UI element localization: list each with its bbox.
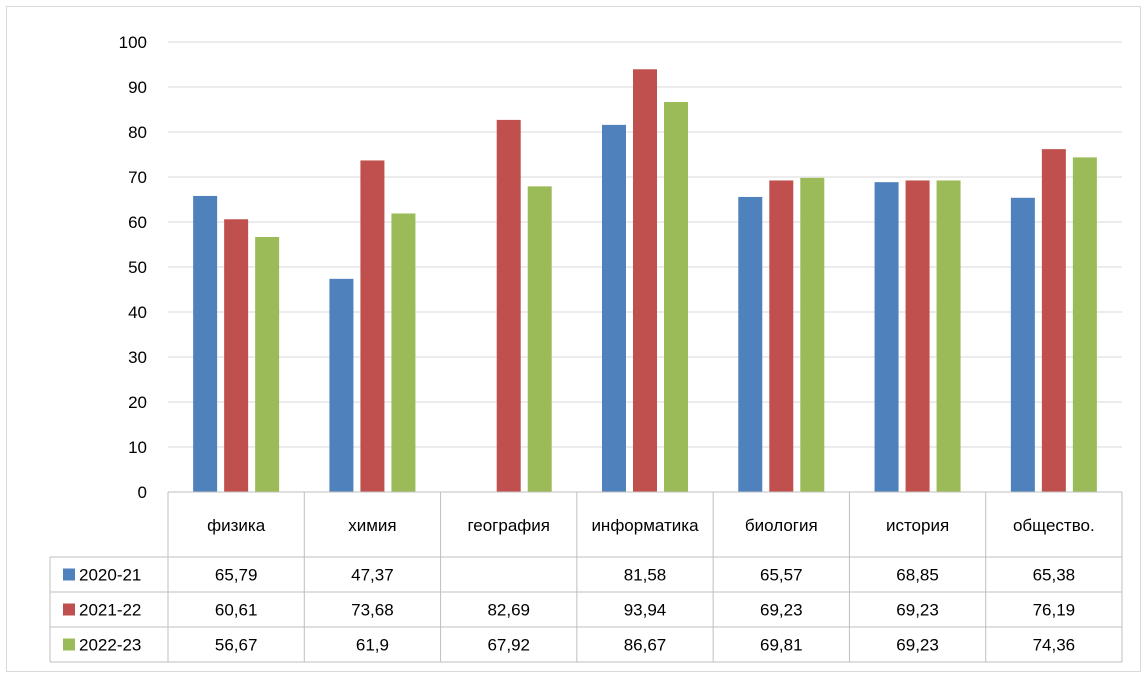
data-cell: 65,38 bbox=[1033, 566, 1076, 585]
bar bbox=[602, 124, 626, 492]
bar bbox=[664, 101, 688, 493]
category-label: общество. bbox=[1013, 516, 1095, 535]
legend-label: 2022-23 bbox=[79, 636, 141, 655]
data-cell: 56,67 bbox=[215, 636, 258, 655]
data-cell: 67,92 bbox=[487, 636, 530, 655]
legend-key bbox=[63, 603, 75, 616]
legend-label: 2021-22 bbox=[79, 601, 141, 620]
data-cell: 47,37 bbox=[351, 566, 394, 585]
bar bbox=[738, 196, 763, 492]
bar bbox=[391, 213, 416, 492]
y-tick-label: 10 bbox=[128, 438, 147, 457]
bar bbox=[329, 278, 354, 492]
category-label: история bbox=[886, 516, 949, 535]
data-cell: 68,85 bbox=[896, 566, 939, 585]
category-label: биология bbox=[745, 516, 818, 535]
data-cell: 61,9 bbox=[356, 636, 389, 655]
bar bbox=[1041, 149, 1066, 492]
bar bbox=[193, 195, 218, 492]
data-cell: 82,69 bbox=[487, 601, 530, 620]
data-cell: 69,81 bbox=[760, 636, 803, 655]
y-tick-label: 40 bbox=[128, 303, 147, 322]
data-cell: 93,94 bbox=[624, 601, 667, 620]
y-tick-label: 100 bbox=[119, 33, 147, 52]
category-label: география bbox=[467, 516, 550, 535]
data-cell: 76,19 bbox=[1033, 601, 1076, 620]
bar bbox=[255, 236, 280, 492]
category-label: химия bbox=[348, 516, 396, 535]
bar bbox=[800, 177, 825, 493]
bar bbox=[874, 182, 899, 493]
data-cell: 74,36 bbox=[1033, 636, 1076, 655]
y-tick-label: 70 bbox=[128, 168, 147, 187]
legend-label: 2020-21 bbox=[79, 566, 141, 585]
data-cell: 73,68 bbox=[351, 601, 394, 620]
bar bbox=[360, 160, 385, 492]
data-cell: 65,79 bbox=[215, 566, 258, 585]
data-cell: 60,61 bbox=[215, 601, 258, 620]
category-label: физика bbox=[207, 516, 266, 535]
bar bbox=[224, 219, 249, 492]
data-cell: 69,23 bbox=[896, 601, 939, 620]
data-cell: 86,67 bbox=[624, 636, 667, 655]
bar bbox=[905, 180, 930, 492]
data-cell: 65,57 bbox=[760, 566, 803, 585]
data-cell: 81,58 bbox=[624, 566, 667, 585]
y-tick-label: 20 bbox=[128, 393, 147, 412]
y-tick-label: 0 bbox=[138, 483, 147, 502]
bar bbox=[527, 186, 552, 493]
bar bbox=[769, 180, 794, 492]
bar bbox=[936, 180, 961, 492]
y-tick-label: 30 bbox=[128, 348, 147, 367]
y-tick-label: 60 bbox=[128, 213, 147, 232]
data-cell: 69,23 bbox=[896, 636, 939, 655]
legend-key bbox=[63, 568, 75, 581]
bar bbox=[1072, 157, 1097, 492]
category-label: информатика bbox=[591, 516, 699, 535]
y-tick-label: 80 bbox=[128, 123, 147, 142]
bar bbox=[1010, 197, 1035, 493]
bar bbox=[496, 119, 521, 493]
y-tick-label: 90 bbox=[128, 78, 147, 97]
bar bbox=[633, 69, 657, 493]
legend-key bbox=[63, 638, 75, 651]
y-tick-label: 50 bbox=[128, 258, 147, 277]
data-cell: 69,23 bbox=[760, 601, 803, 620]
